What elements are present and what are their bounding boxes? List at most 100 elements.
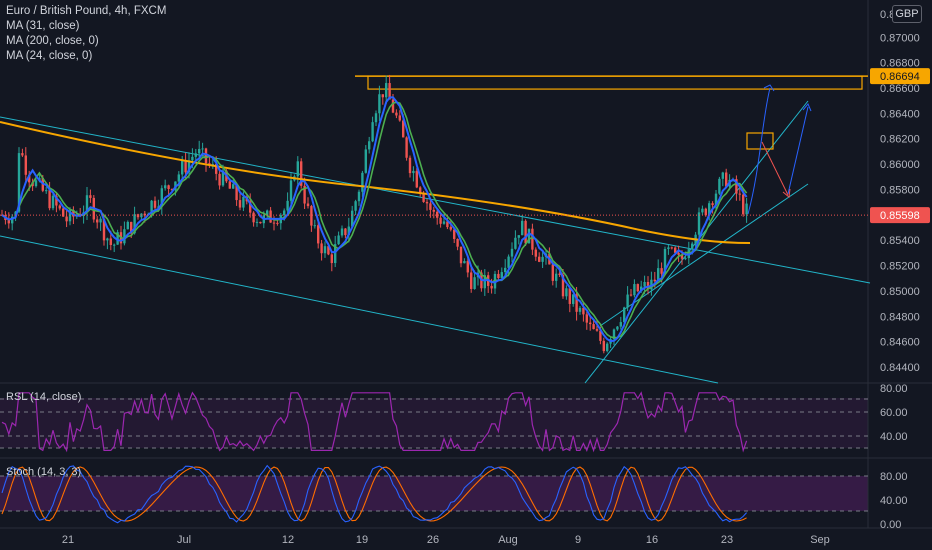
resistance-label: 0.86694 <box>880 71 920 83</box>
candle-body <box>55 195 58 206</box>
candle-body <box>204 148 208 164</box>
candle-body <box>337 235 340 245</box>
candle-body <box>102 218 106 241</box>
candle-body <box>558 273 561 275</box>
candle-body <box>170 189 174 191</box>
candle-body <box>184 160 187 173</box>
price-tick-label: 0.84600 <box>880 337 920 349</box>
candle-body <box>361 172 364 192</box>
candle-body <box>113 244 116 246</box>
candle-body <box>276 222 279 224</box>
candle-body <box>300 161 303 186</box>
candle-body <box>595 329 599 331</box>
ma31-line <box>1 96 748 343</box>
candle-body <box>684 258 687 260</box>
stoch-tick-label: 80.00 <box>880 471 908 483</box>
candle-body <box>221 170 225 186</box>
price-tick-label: 0.85800 <box>880 184 920 196</box>
candle-body <box>167 185 170 190</box>
candle-body <box>249 201 252 213</box>
candle-body <box>238 200 242 208</box>
candle-body <box>711 203 714 206</box>
candle-body <box>585 314 588 323</box>
candle-body <box>473 277 476 289</box>
candle-body <box>11 216 14 224</box>
candle-body <box>303 185 306 204</box>
candle-body <box>660 268 663 274</box>
candle-body <box>412 170 415 174</box>
price-tick-label: 0.86800 <box>880 58 920 70</box>
candle-body <box>330 254 333 264</box>
rsi-label[interactable]: RSL (14, close) <box>6 391 82 403</box>
candle-body <box>510 248 514 257</box>
resistance-tag <box>870 68 930 85</box>
currency-button[interactable]: GBP <box>892 5 922 23</box>
candle-body <box>612 329 616 340</box>
candle-body <box>582 307 585 315</box>
stoch-tick-label: 40.00 <box>880 495 908 507</box>
candle-body <box>211 164 214 166</box>
candle-body <box>697 212 701 235</box>
candle-body <box>96 219 99 223</box>
candle-body <box>164 185 167 189</box>
candle-body <box>636 284 639 292</box>
candle-body <box>572 294 575 304</box>
candle-body <box>663 248 667 274</box>
arrowhead <box>782 188 791 198</box>
candle-body <box>317 225 320 244</box>
candle-body <box>626 294 629 308</box>
candle-body <box>493 273 497 289</box>
candle-body <box>232 184 235 189</box>
ma31-legend[interactable]: MA (31, close) <box>6 20 80 32</box>
price-tick-label: 0.87000 <box>880 32 920 44</box>
candle-body <box>507 256 510 268</box>
candle-body <box>667 247 670 249</box>
candle-body <box>497 273 500 279</box>
current-price-label: 0.85598 <box>880 210 920 222</box>
candle-body <box>228 181 231 189</box>
candle-body <box>177 174 180 182</box>
candle-body <box>368 141 371 150</box>
candle-body <box>483 275 486 289</box>
stoch-label[interactable]: Stoch (14, 3, 3) <box>6 466 82 478</box>
ma24-legend[interactable]: MA (24, close, 0) <box>6 50 93 62</box>
candle-body <box>735 179 738 194</box>
candle-body <box>704 208 707 216</box>
price-tick-label: 0.86000 <box>880 159 920 171</box>
candle-body <box>371 122 374 142</box>
candle-body <box>653 279 656 282</box>
ma200-legend[interactable]: MA (200, close, 0) <box>6 35 99 47</box>
candle-body <box>538 256 541 262</box>
candle-body <box>45 190 48 192</box>
candle-body <box>453 229 456 239</box>
candle-body <box>62 208 65 217</box>
candle-body <box>283 210 286 216</box>
candle-body <box>527 228 531 244</box>
candle-body <box>388 83 391 100</box>
candle-body <box>463 261 466 264</box>
resistance-zone <box>367 75 863 90</box>
candle-body <box>34 180 38 187</box>
price-tick-label: 0.85200 <box>880 261 920 273</box>
rsi-tick-label: 80.00 <box>880 383 908 395</box>
candle-body <box>130 221 133 234</box>
channel-line <box>0 235 719 384</box>
candle-body <box>616 326 619 330</box>
candle-body <box>742 194 745 215</box>
candle-body <box>602 340 605 352</box>
candle-body <box>327 246 330 255</box>
candle-body <box>606 343 609 352</box>
candle-body <box>354 201 357 211</box>
candle-body <box>680 254 684 259</box>
candle-body <box>208 163 211 165</box>
candle-body <box>126 221 129 230</box>
candle-body <box>28 174 31 183</box>
symbol-title[interactable]: Euro / British Pound, 4h, FXCM <box>6 5 167 17</box>
candle-body <box>589 322 592 325</box>
candle-body <box>340 228 344 236</box>
candle-body <box>198 148 201 154</box>
time-label: 16 <box>646 534 658 546</box>
candle-body <box>385 83 388 98</box>
